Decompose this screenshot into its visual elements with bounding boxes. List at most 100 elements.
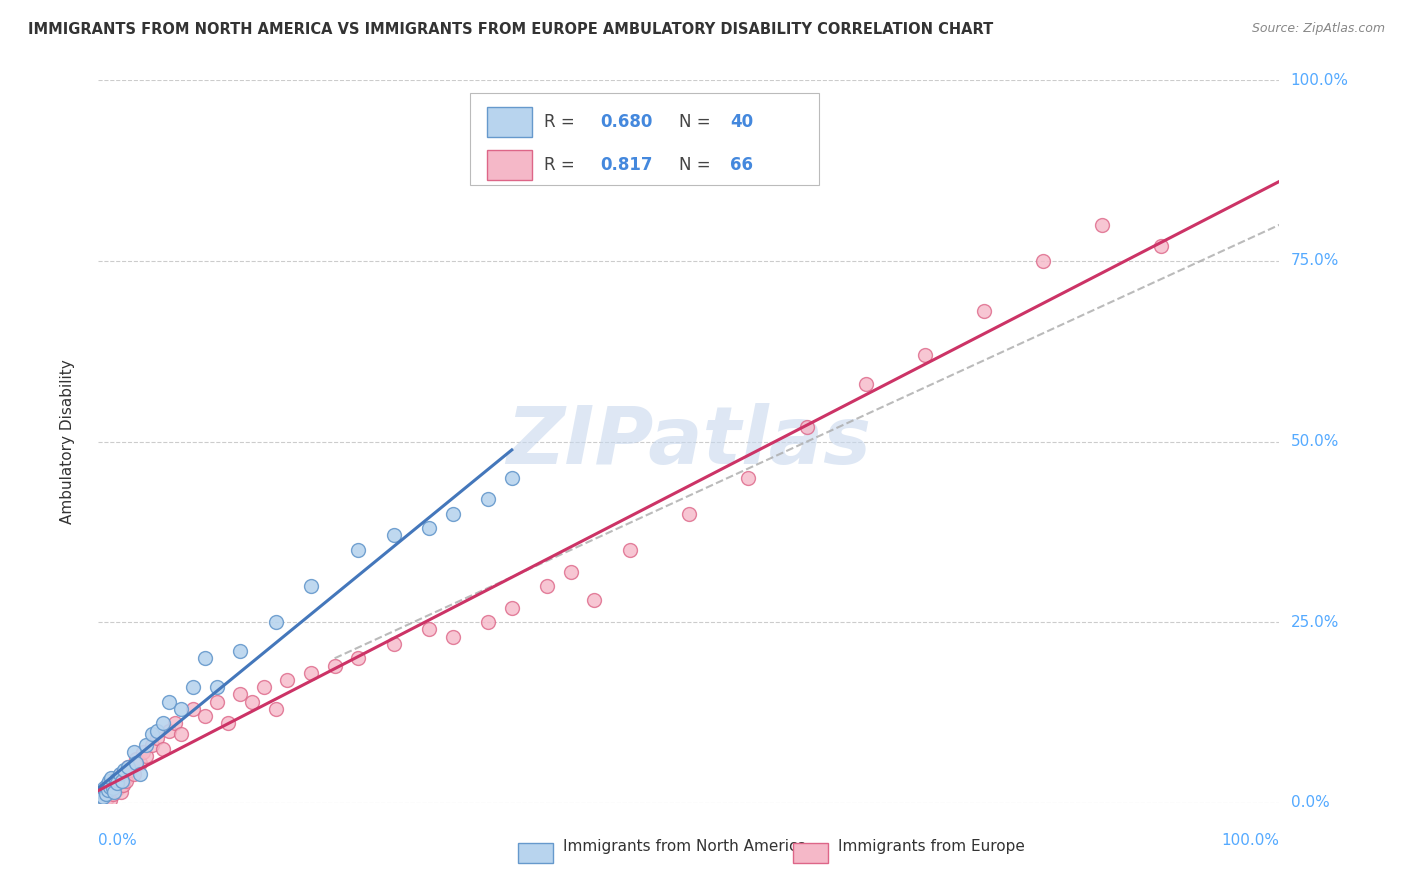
FancyBboxPatch shape <box>793 843 828 863</box>
Point <box>128 756 150 770</box>
Point <box>90 789 112 803</box>
Point <box>181 680 204 694</box>
Point <box>157 723 180 738</box>
Point <box>96 778 118 792</box>
Point <box>105 775 128 789</box>
Point <box>110 785 132 799</box>
Text: 50.0%: 50.0% <box>1291 434 1339 449</box>
Point <box>152 716 174 731</box>
Point <box>205 695 228 709</box>
Point <box>973 304 995 318</box>
Point <box>141 738 163 752</box>
Point <box>108 768 131 782</box>
Point <box>157 695 180 709</box>
Point <box>97 781 120 796</box>
Text: 0.817: 0.817 <box>600 156 652 174</box>
Point <box>418 623 440 637</box>
Point <box>146 731 169 745</box>
Point <box>114 774 136 789</box>
Point <box>536 579 558 593</box>
Point <box>796 420 818 434</box>
Point <box>1091 218 1114 232</box>
Point <box>132 745 155 759</box>
Text: 100.0%: 100.0% <box>1222 833 1279 848</box>
Point <box>264 615 287 630</box>
Point <box>737 471 759 485</box>
Point <box>96 791 118 805</box>
Point <box>105 782 128 797</box>
Point <box>382 528 405 542</box>
Point <box>323 658 346 673</box>
Point <box>128 767 150 781</box>
Point <box>120 764 142 778</box>
Point <box>112 772 135 787</box>
Point <box>217 716 239 731</box>
Text: R =: R = <box>544 156 579 174</box>
Point <box>855 376 877 391</box>
Point <box>194 709 217 723</box>
Text: ZIPatlas: ZIPatlas <box>506 402 872 481</box>
Point <box>122 745 145 759</box>
Point <box>347 651 370 665</box>
Point <box>98 782 121 797</box>
Point <box>583 593 606 607</box>
Point <box>477 492 499 507</box>
Point <box>619 542 641 557</box>
FancyBboxPatch shape <box>486 107 531 137</box>
Point <box>111 774 134 789</box>
Point <box>98 774 121 789</box>
Point <box>125 756 148 770</box>
Point <box>117 760 139 774</box>
Point <box>170 727 193 741</box>
Point <box>146 723 169 738</box>
Text: 0.0%: 0.0% <box>98 833 138 848</box>
Y-axis label: Ambulatory Disability: Ambulatory Disability <box>60 359 75 524</box>
Point <box>441 630 464 644</box>
Text: 25.0%: 25.0% <box>1291 615 1339 630</box>
Point <box>98 793 121 807</box>
Point <box>89 792 111 806</box>
Text: 0.0%: 0.0% <box>1291 796 1329 810</box>
Point <box>91 787 114 801</box>
Point <box>94 787 117 801</box>
Point <box>91 785 114 799</box>
FancyBboxPatch shape <box>471 93 818 185</box>
Point <box>264 702 287 716</box>
Point <box>103 785 125 799</box>
Point <box>105 771 128 785</box>
Point <box>253 680 276 694</box>
Point <box>299 665 322 680</box>
Point <box>125 752 148 766</box>
Text: 66: 66 <box>730 156 754 174</box>
Text: Immigrants from North America: Immigrants from North America <box>562 839 807 855</box>
Point <box>501 471 523 485</box>
Text: 40: 40 <box>730 113 754 131</box>
Point <box>1150 239 1173 253</box>
Point <box>678 507 700 521</box>
Point <box>141 727 163 741</box>
Text: 100.0%: 100.0% <box>1291 73 1348 87</box>
Point <box>299 579 322 593</box>
Point <box>135 738 157 752</box>
Point <box>135 748 157 763</box>
Point <box>91 790 114 805</box>
Point <box>93 781 115 796</box>
FancyBboxPatch shape <box>517 843 553 863</box>
Point <box>382 637 405 651</box>
Point <box>89 794 111 808</box>
Point <box>100 778 122 792</box>
Point <box>560 565 582 579</box>
Point <box>112 764 135 778</box>
Point <box>108 767 131 781</box>
Point <box>240 695 263 709</box>
Text: 75.0%: 75.0% <box>1291 253 1339 268</box>
Point <box>477 615 499 630</box>
Text: R =: R = <box>544 113 579 131</box>
Point <box>100 771 122 785</box>
Point <box>1032 253 1054 268</box>
Point <box>276 673 298 687</box>
Point <box>152 741 174 756</box>
Point <box>205 680 228 694</box>
Point <box>105 772 128 787</box>
Point <box>194 651 217 665</box>
